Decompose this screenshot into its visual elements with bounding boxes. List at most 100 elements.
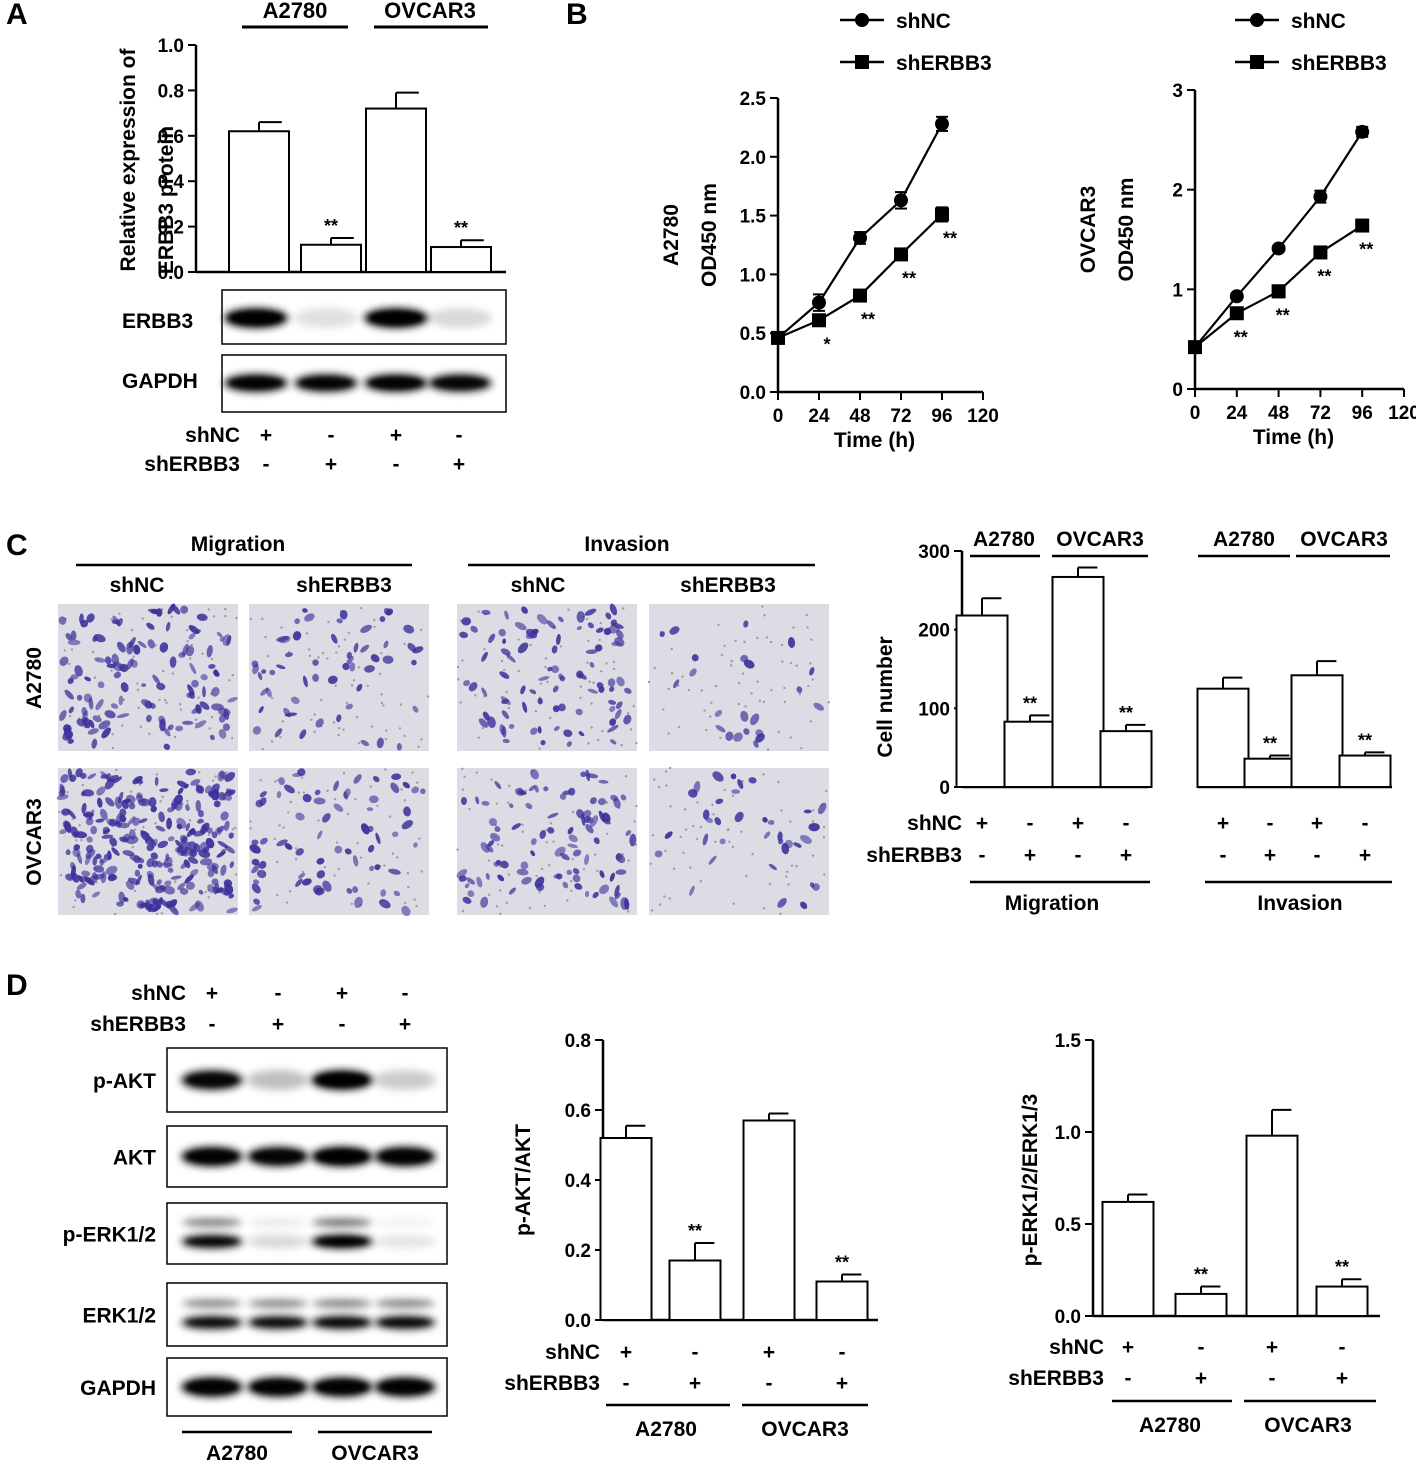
stained-cell bbox=[793, 842, 802, 848]
membrane-pore bbox=[417, 745, 420, 749]
legend-label: shERBB3 bbox=[896, 52, 992, 75]
stained-cell bbox=[620, 794, 627, 801]
membrane-pore bbox=[743, 640, 746, 644]
stained-cell bbox=[500, 860, 509, 869]
membrane-pore bbox=[276, 860, 279, 864]
membrane-pore bbox=[717, 623, 720, 627]
row-label-shnc: shNC bbox=[185, 424, 240, 447]
stained-cell bbox=[813, 702, 824, 711]
stained-cell bbox=[489, 833, 501, 842]
significance-label: ** bbox=[1317, 266, 1331, 286]
membrane-pore bbox=[734, 639, 737, 643]
group-label: A2780 bbox=[1213, 528, 1275, 551]
membrane-pore bbox=[731, 845, 735, 849]
membrane-pore bbox=[280, 626, 283, 629]
stained-cell bbox=[572, 874, 581, 883]
treatment-sign: - bbox=[209, 1013, 216, 1036]
blot-gapdh bbox=[224, 374, 492, 392]
stained-cell bbox=[140, 830, 150, 839]
stained-cell bbox=[480, 896, 489, 908]
stained-cell bbox=[259, 791, 267, 798]
membrane-pore bbox=[136, 682, 139, 685]
stained-cell bbox=[251, 883, 261, 894]
stained-cell bbox=[733, 732, 743, 742]
treatment-sign: - bbox=[1198, 1336, 1205, 1359]
data-point-shnc bbox=[894, 193, 908, 208]
stained-cell bbox=[95, 699, 104, 711]
membrane-pore bbox=[780, 809, 783, 812]
membrane-pore bbox=[789, 820, 792, 823]
stained-cell bbox=[90, 825, 97, 835]
membrane-pore bbox=[411, 771, 414, 774]
membrane-pore bbox=[373, 625, 376, 628]
y-tick-label: 0.0 bbox=[158, 263, 184, 284]
membrane-pore bbox=[605, 801, 609, 804]
treatment-signs: + - + - - + - + bbox=[260, 424, 465, 476]
membrane-pore bbox=[669, 766, 672, 770]
membrane-pore bbox=[281, 720, 284, 723]
membrane-pore bbox=[681, 675, 684, 678]
stained-cell bbox=[175, 725, 184, 732]
membrane-pore bbox=[194, 718, 198, 722]
stained-cell bbox=[515, 788, 525, 796]
stained-cell bbox=[396, 742, 402, 751]
significance-label: ** bbox=[1359, 240, 1373, 260]
panel-a: A2780 OVCAR3 Relative expression of ERBB… bbox=[117, 0, 507, 476]
stained-cell bbox=[497, 874, 505, 882]
stained-cell bbox=[481, 609, 491, 615]
membrane-pore bbox=[737, 702, 741, 706]
membrane-pore bbox=[783, 686, 786, 690]
membrane-pore bbox=[78, 824, 81, 827]
stained-cell bbox=[494, 780, 502, 790]
membrane-pore bbox=[142, 825, 145, 829]
stained-cell bbox=[158, 811, 165, 823]
membrane-pore bbox=[333, 797, 337, 801]
membrane-pore bbox=[790, 864, 794, 867]
stained-cell bbox=[56, 794, 69, 801]
membrane-pore bbox=[384, 768, 387, 771]
treatment-sign: - bbox=[1123, 812, 1130, 835]
membrane-pore bbox=[812, 809, 815, 812]
stained-cell bbox=[587, 688, 598, 694]
stained-cell bbox=[537, 726, 542, 734]
membrane-pore bbox=[426, 695, 430, 698]
membrane-pore bbox=[769, 640, 773, 644]
membrane-pore bbox=[622, 607, 625, 610]
stained-cell bbox=[138, 818, 148, 824]
membrane-pore bbox=[400, 788, 403, 791]
stained-cell bbox=[107, 850, 112, 860]
membrane-pore bbox=[544, 665, 547, 669]
stained-cell bbox=[216, 631, 223, 638]
stained-cell bbox=[151, 883, 160, 891]
membrane-pore bbox=[538, 890, 541, 894]
stained-cell bbox=[530, 768, 539, 780]
data-point-sherbb3 bbox=[812, 313, 826, 328]
membrane-pore bbox=[487, 859, 491, 862]
treatment-sign: - bbox=[393, 453, 400, 476]
stained-cell bbox=[110, 703, 119, 709]
stained-cell bbox=[164, 880, 172, 886]
stained-cell bbox=[787, 636, 796, 649]
blot-band bbox=[247, 1234, 309, 1249]
membrane-pore bbox=[745, 874, 748, 878]
group-label: A2780 bbox=[973, 528, 1035, 551]
significance-label: ** bbox=[861, 310, 875, 330]
treatment-sign: + bbox=[1072, 812, 1084, 835]
group-label-a2780: A2780 bbox=[263, 0, 328, 23]
stained-cell bbox=[224, 820, 230, 832]
membrane-pore bbox=[758, 699, 762, 702]
y-tick-label: 0.0 bbox=[1055, 1307, 1081, 1328]
stained-cell bbox=[609, 603, 618, 616]
membrane-pore bbox=[544, 657, 548, 660]
membrane-pore bbox=[186, 640, 189, 643]
stained-cell bbox=[525, 802, 533, 810]
stained-cell bbox=[185, 768, 197, 776]
membrane-pore bbox=[249, 827, 252, 830]
membrane-pore bbox=[765, 636, 769, 639]
membrane-pore bbox=[598, 638, 601, 642]
stained-cell bbox=[207, 884, 215, 893]
stained-cell bbox=[488, 817, 498, 827]
stained-cell bbox=[295, 848, 304, 856]
membrane-pore bbox=[682, 851, 685, 855]
stained-cell bbox=[575, 708, 583, 716]
